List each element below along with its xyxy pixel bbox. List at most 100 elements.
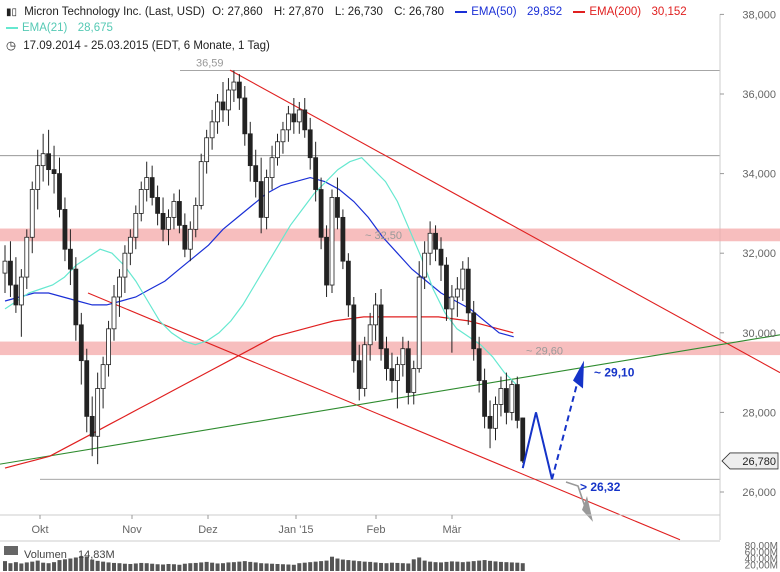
candle-body bbox=[438, 248, 444, 266]
volume-bar bbox=[177, 564, 182, 571]
volume-bar bbox=[259, 563, 264, 571]
volume-bar bbox=[139, 562, 144, 571]
legend-open: O: 27,860 bbox=[212, 6, 263, 18]
candle-body bbox=[176, 201, 182, 226]
volume-bar bbox=[422, 560, 427, 571]
candle-body bbox=[258, 181, 264, 218]
candle-body bbox=[444, 264, 449, 310]
legend-ema21: EMA(21) 28,675 bbox=[6, 22, 117, 34]
y-tick-label: 34,000 bbox=[742, 169, 776, 181]
candle-body bbox=[487, 415, 493, 429]
volume-bar bbox=[46, 563, 51, 571]
x-tick-label: Feb bbox=[367, 524, 386, 536]
legend-ema200: EMA(200) 30,152 bbox=[573, 6, 690, 18]
candle-body bbox=[411, 368, 417, 393]
candle-body bbox=[460, 268, 466, 290]
candle-body bbox=[269, 157, 275, 178]
volume-bar bbox=[335, 558, 340, 571]
volume-bar bbox=[297, 563, 302, 571]
volume-bar bbox=[95, 560, 100, 571]
candle-body bbox=[389, 368, 395, 381]
upper-channel-line bbox=[229, 69, 780, 374]
volume-bar bbox=[30, 561, 35, 571]
candle-body bbox=[340, 216, 346, 262]
volume-bar bbox=[411, 559, 416, 571]
candle-body bbox=[422, 252, 428, 278]
volume-label: Volumen bbox=[24, 549, 67, 561]
x-tick-label: Okt bbox=[31, 524, 48, 536]
price-axis: 26,000 28,000 30,000 32,000 34,000 36,000 38,0… bbox=[720, 9, 779, 499]
volume-bar bbox=[62, 559, 67, 571]
volume-bar bbox=[291, 564, 296, 571]
legend-line-3: ◷ 17.09.2014 - 25.03.2015 (EDT, 6 Monate… bbox=[6, 38, 274, 52]
candle-body bbox=[313, 157, 319, 190]
volume-bar bbox=[319, 561, 324, 571]
volume-bar bbox=[35, 560, 40, 571]
candle-body bbox=[285, 113, 291, 131]
candle-body bbox=[73, 268, 79, 326]
candle-body bbox=[68, 248, 73, 270]
candle-body bbox=[362, 344, 368, 389]
candle-body bbox=[465, 268, 471, 314]
volume-bar bbox=[384, 563, 389, 571]
candle-body bbox=[378, 304, 384, 350]
x-tick-label: Dez bbox=[198, 524, 218, 536]
candle-body bbox=[40, 153, 46, 167]
candle-body bbox=[427, 232, 433, 254]
target-up-label: ~ 29,10 bbox=[594, 366, 635, 380]
candle-body bbox=[187, 228, 193, 250]
candle-body bbox=[18, 276, 24, 306]
volume-bar bbox=[122, 563, 127, 571]
volume-bar bbox=[498, 561, 503, 571]
candle-body bbox=[307, 129, 313, 159]
volume-bar bbox=[150, 563, 155, 571]
volume-bar bbox=[52, 562, 57, 571]
volume-bar bbox=[144, 563, 149, 571]
volume-bar bbox=[433, 562, 438, 571]
volume-bar bbox=[128, 563, 133, 571]
volume-bar bbox=[449, 561, 454, 571]
candle-body bbox=[367, 324, 373, 346]
candle-body bbox=[62, 209, 68, 250]
volume-bar bbox=[395, 562, 400, 571]
y-tick-label: 26,000 bbox=[742, 487, 776, 499]
volume-bar bbox=[275, 563, 280, 571]
volume-bar bbox=[237, 561, 242, 571]
volume-bar bbox=[155, 564, 160, 571]
volume-bar bbox=[193, 562, 198, 571]
ema21-line bbox=[4, 157, 517, 385]
trendlines bbox=[0, 69, 780, 541]
last-price-box bbox=[721, 452, 779, 470]
volume-bar bbox=[199, 562, 204, 571]
candle-body bbox=[13, 284, 19, 306]
candle-body bbox=[318, 189, 324, 238]
candle-body bbox=[29, 189, 35, 238]
volume-bar bbox=[171, 564, 176, 571]
candle-body bbox=[520, 417, 526, 462]
volume-bar bbox=[215, 563, 220, 571]
volume-bar bbox=[101, 561, 106, 571]
volume-bar bbox=[428, 561, 433, 571]
lower-channel-line bbox=[87, 292, 681, 541]
candle-body bbox=[89, 415, 95, 437]
candle-body bbox=[46, 153, 51, 171]
candle-body bbox=[149, 177, 155, 198]
volume-bar bbox=[493, 561, 498, 571]
candle-body bbox=[482, 380, 488, 417]
volume-bar bbox=[324, 560, 329, 571]
candle-body bbox=[291, 113, 297, 123]
volume-bar bbox=[346, 560, 351, 571]
upper-band-annotation: ~ 32,50 bbox=[365, 230, 402, 242]
candle-body bbox=[514, 384, 520, 421]
volume-bar bbox=[253, 562, 258, 571]
candle-body bbox=[35, 165, 41, 190]
volume-bar bbox=[182, 563, 187, 571]
volume-bar bbox=[439, 562, 443, 571]
volume-bar bbox=[515, 562, 520, 571]
candle-body bbox=[275, 141, 280, 159]
candle-body bbox=[8, 260, 13, 286]
ema200-line bbox=[4, 316, 514, 469]
volume-bar bbox=[106, 562, 111, 571]
legend-line-2: EMA(21) 28,675 bbox=[6, 22, 121, 34]
last-price-label: 26,780 bbox=[742, 456, 776, 468]
